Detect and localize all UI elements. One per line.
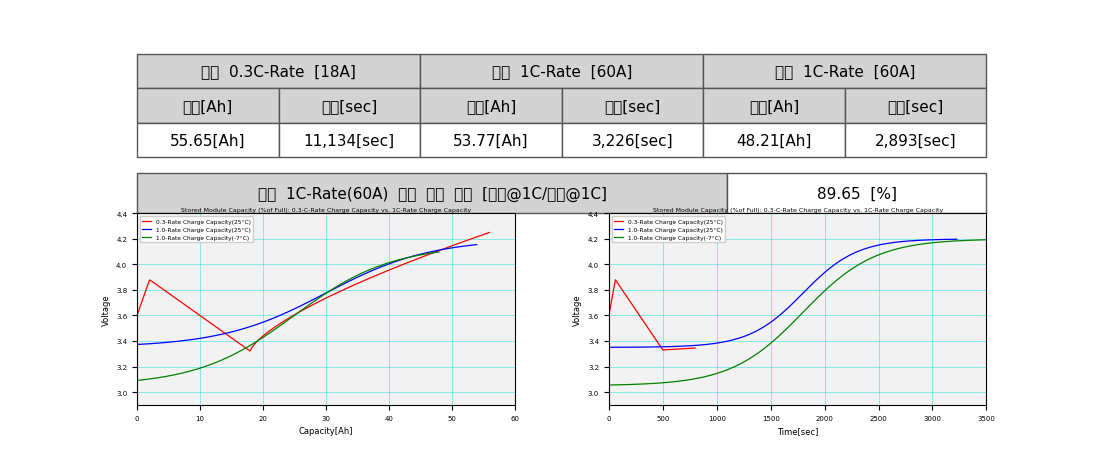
1.0-Rate Charge Capacity(-7°C) <box>887 248 900 253</box>
1.0-Rate Charge Capacity(-7°C) <box>208 360 221 366</box>
Bar <box>728 174 986 214</box>
Text: 시간[sec]: 시간[sec] <box>888 99 944 114</box>
1.0-Rate Charge Capacity(25°C) <box>284 308 297 313</box>
Bar <box>420 89 562 124</box>
0.3-Rate Charge Capacity(25°C) <box>688 345 701 351</box>
1.0-Rate Charge Capacity(-7°C) <box>130 378 144 384</box>
Bar <box>137 89 278 124</box>
0.3-Rate Charge Capacity(25°C) <box>608 278 621 283</box>
Bar <box>845 89 986 124</box>
1.0-Rate Charge Capacity(25°C) <box>357 272 370 278</box>
0.3-Rate Charge Capacity(25°C) <box>339 287 352 292</box>
1.0-Rate Charge Capacity(-7°C) <box>267 328 281 333</box>
0.3-Rate Charge Capacity(25°C) <box>193 313 206 318</box>
Bar <box>278 89 420 124</box>
Text: 상온  1C-Rate  [60A]: 상온 1C-Rate [60A] <box>491 64 632 79</box>
1.0-Rate Charge Capacity(25°C) <box>470 243 483 248</box>
Bar <box>704 55 986 89</box>
Text: 용량[Ah]: 용량[Ah] <box>183 99 233 114</box>
Bar <box>704 124 845 158</box>
Text: 11,134[sec]: 11,134[sec] <box>304 133 395 148</box>
X-axis label: Capacity[Ah]: Capacity[Ah] <box>298 426 353 435</box>
0.3-Rate Charge Capacity(25°C) <box>637 318 650 324</box>
Line: 1.0-Rate Charge Capacity(25°C): 1.0-Rate Charge Capacity(25°C) <box>137 245 477 345</box>
0.3-Rate Charge Capacity(25°C) <box>221 333 235 338</box>
Line: 1.0-Rate Charge Capacity(-7°C): 1.0-Rate Charge Capacity(-7°C) <box>609 240 986 385</box>
1.0-Rate Charge Capacity(25°C) <box>835 258 848 263</box>
Text: 상온  0.3C-Rate  [18A]: 상온 0.3C-Rate [18A] <box>202 64 356 79</box>
1.0-Rate Charge Capacity(-7°C) <box>603 383 616 388</box>
0.3-Rate Charge Capacity(25°C) <box>130 313 144 318</box>
1.0-Rate Charge Capacity(-7°C) <box>855 261 868 267</box>
Line: 1.0-Rate Charge Capacity(25°C): 1.0-Rate Charge Capacity(25°C) <box>609 240 957 348</box>
0.3-Rate Charge Capacity(25°C) <box>603 313 616 318</box>
1.0-Rate Charge Capacity(-7°C) <box>699 374 712 379</box>
Text: 55.65[Ah]: 55.65[Ah] <box>170 133 246 148</box>
1.0-Rate Charge Capacity(25°C) <box>386 260 399 266</box>
0.3-Rate Charge Capacity(25°C) <box>665 347 678 352</box>
Bar <box>562 89 704 124</box>
Bar <box>420 124 562 158</box>
1.0-Rate Charge Capacity(-7°C) <box>773 333 786 339</box>
0.3-Rate Charge Capacity(25°C) <box>613 283 626 289</box>
1.0-Rate Charge Capacity(25°C) <box>808 280 821 285</box>
1.0-Rate Charge Capacity(25°C) <box>331 285 344 290</box>
Bar <box>845 124 986 158</box>
0.3-Rate Charge Capacity(25°C) <box>243 349 256 354</box>
1.0-Rate Charge Capacity(-7°C) <box>670 379 683 384</box>
Bar <box>420 55 704 89</box>
1.0-Rate Charge Capacity(-7°C) <box>332 283 345 288</box>
1.0-Rate Charge Capacity(25°C) <box>603 345 616 350</box>
1.0-Rate Charge Capacity(25°C) <box>191 336 204 342</box>
0.3-Rate Charge Capacity(25°C) <box>657 348 670 353</box>
1.0-Rate Charge Capacity(-7°C) <box>184 369 197 374</box>
Text: 89.65  [%]: 89.65 [%] <box>817 187 897 202</box>
1.0-Rate Charge Capacity(-7°C) <box>308 298 321 304</box>
Line: 1.0-Rate Charge Capacity(-7°C): 1.0-Rate Charge Capacity(-7°C) <box>137 253 439 381</box>
1.0-Rate Charge Capacity(-7°C) <box>357 270 370 275</box>
0.3-Rate Charge Capacity(25°C) <box>397 262 410 268</box>
Y-axis label: Voltage: Voltage <box>102 293 111 325</box>
Title: Stored Module Capacity (%of Full): 0.3-C-Rate Charge Capacity vs. 1C-Rate Charge: Stored Module Capacity (%of Full): 0.3-C… <box>652 207 943 212</box>
1.0-Rate Charge Capacity(25°C) <box>760 323 773 328</box>
Text: 시간[sec]: 시간[sec] <box>604 99 661 114</box>
1.0-Rate Charge Capacity(25°C) <box>865 245 878 250</box>
Text: 시간[sec]: 시간[sec] <box>321 99 377 114</box>
Text: 상온  1C-Rate(60A)  대비  충전  효율  [저온@1C/상온@1C]: 상온 1C-Rate(60A) 대비 충전 효율 [저온@1C/상온@1C] <box>258 187 607 202</box>
Y-axis label: Voltage: Voltage <box>573 293 582 325</box>
Text: 53.77[Ah]: 53.77[Ah] <box>453 133 528 148</box>
1.0-Rate Charge Capacity(25°C) <box>664 344 677 349</box>
Text: 3,226[sec]: 3,226[sec] <box>592 133 673 148</box>
Line: 0.3-Rate Charge Capacity(25°C): 0.3-Rate Charge Capacity(25°C) <box>137 233 489 351</box>
Text: 저온  1C-Rate  [60A]: 저온 1C-Rate [60A] <box>775 64 915 79</box>
Bar <box>278 124 420 158</box>
1.0-Rate Charge Capacity(25°C) <box>692 343 705 348</box>
Bar <box>137 174 728 214</box>
1.0-Rate Charge Capacity(-7°C) <box>980 238 993 243</box>
Text: 용량[Ah]: 용량[Ah] <box>749 99 799 114</box>
1.0-Rate Charge Capacity(25°C) <box>130 342 144 348</box>
1.0-Rate Charge Capacity(25°C) <box>218 331 231 337</box>
Title: Stored Module Capacity (%of Full): 0.3-C-Rate Charge Capacity vs. 1C-Rate Charge: Stored Module Capacity (%of Full): 0.3-C… <box>181 207 471 212</box>
0.3-Rate Charge Capacity(25°C) <box>366 274 379 280</box>
0.3-Rate Charge Capacity(25°C) <box>630 310 643 315</box>
Text: 용량[Ah]: 용량[Ah] <box>466 99 516 114</box>
Text: 2,893[sec]: 2,893[sec] <box>875 133 957 148</box>
0.3-Rate Charge Capacity(25°C) <box>290 311 304 316</box>
Legend: 0.3-Rate Charge Capacity(25°C), 1.0-Rate Charge Capacity(25°C), 1.0-Rate Charge : 0.3-Rate Charge Capacity(25°C), 1.0-Rate… <box>140 217 253 243</box>
0.3-Rate Charge Capacity(25°C) <box>665 347 678 352</box>
Line: 0.3-Rate Charge Capacity(25°C): 0.3-Rate Charge Capacity(25°C) <box>609 280 695 350</box>
Text: 48.21[Ah]: 48.21[Ah] <box>737 133 812 148</box>
1.0-Rate Charge Capacity(-7°C) <box>433 250 446 255</box>
1.0-Rate Charge Capacity(-7°C) <box>825 283 838 288</box>
Bar <box>137 124 278 158</box>
Bar <box>562 124 704 158</box>
0.3-Rate Charge Capacity(25°C) <box>657 347 670 353</box>
1.0-Rate Charge Capacity(25°C) <box>950 237 963 243</box>
Legend: 0.3-Rate Charge Capacity(25°C), 1.0-Rate Charge Capacity(25°C), 1.0-Rate Charge : 0.3-Rate Charge Capacity(25°C), 1.0-Rate… <box>612 217 724 243</box>
0.3-Rate Charge Capacity(25°C) <box>482 230 495 236</box>
Bar <box>704 89 845 124</box>
X-axis label: Time[sec]: Time[sec] <box>777 426 819 435</box>
Bar <box>137 55 420 89</box>
